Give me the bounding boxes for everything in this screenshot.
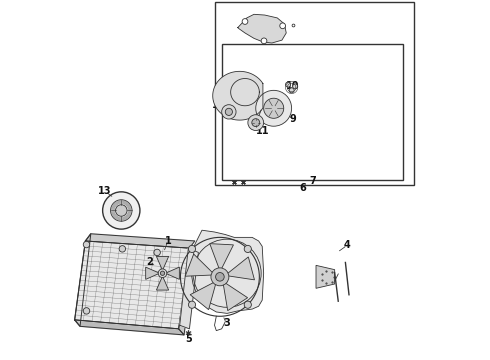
Circle shape xyxy=(286,82,291,87)
Circle shape xyxy=(289,88,294,93)
Polygon shape xyxy=(166,267,179,279)
Text: 5: 5 xyxy=(185,333,192,343)
Circle shape xyxy=(189,246,196,252)
Polygon shape xyxy=(316,265,335,288)
Circle shape xyxy=(242,19,248,24)
Polygon shape xyxy=(238,14,286,43)
Text: 3: 3 xyxy=(223,319,230,328)
Circle shape xyxy=(83,308,90,314)
Circle shape xyxy=(158,269,167,278)
Circle shape xyxy=(280,23,286,29)
Text: 9: 9 xyxy=(290,114,296,124)
Polygon shape xyxy=(146,267,160,279)
Circle shape xyxy=(102,192,140,229)
Circle shape xyxy=(293,84,298,89)
Polygon shape xyxy=(210,244,233,271)
Polygon shape xyxy=(156,256,169,270)
Text: 10: 10 xyxy=(286,81,300,91)
Circle shape xyxy=(211,268,229,286)
Circle shape xyxy=(116,205,127,216)
Text: 13: 13 xyxy=(98,186,112,197)
Text: 12: 12 xyxy=(213,100,226,110)
Polygon shape xyxy=(223,281,247,311)
Circle shape xyxy=(221,105,236,119)
Text: 7: 7 xyxy=(310,176,317,186)
Text: 2: 2 xyxy=(146,257,153,267)
Circle shape xyxy=(256,90,292,126)
Polygon shape xyxy=(74,320,184,335)
Circle shape xyxy=(264,98,284,118)
Polygon shape xyxy=(179,247,196,335)
Bar xyxy=(221,44,403,180)
Circle shape xyxy=(189,301,196,308)
Text: 4: 4 xyxy=(344,240,350,250)
Circle shape xyxy=(154,249,160,256)
Polygon shape xyxy=(225,257,254,280)
Polygon shape xyxy=(185,254,215,276)
Circle shape xyxy=(244,246,251,252)
Polygon shape xyxy=(85,234,195,248)
Circle shape xyxy=(83,241,90,248)
Circle shape xyxy=(119,246,125,252)
Text: 8: 8 xyxy=(231,87,239,97)
Polygon shape xyxy=(74,241,190,329)
Circle shape xyxy=(261,38,267,44)
Polygon shape xyxy=(180,248,198,329)
Circle shape xyxy=(225,108,232,116)
Bar xyxy=(215,3,414,185)
Circle shape xyxy=(248,115,264,131)
Text: ✱: ✱ xyxy=(185,329,192,338)
Polygon shape xyxy=(74,234,91,326)
Circle shape xyxy=(160,271,165,275)
Text: 1: 1 xyxy=(165,236,172,246)
Circle shape xyxy=(111,200,132,221)
Text: 11: 11 xyxy=(255,126,269,135)
Polygon shape xyxy=(190,281,217,310)
Circle shape xyxy=(244,301,251,308)
Circle shape xyxy=(252,119,260,127)
Polygon shape xyxy=(156,276,169,290)
Polygon shape xyxy=(213,71,263,120)
Text: 6: 6 xyxy=(299,183,306,193)
Polygon shape xyxy=(191,230,264,314)
Circle shape xyxy=(216,273,224,281)
